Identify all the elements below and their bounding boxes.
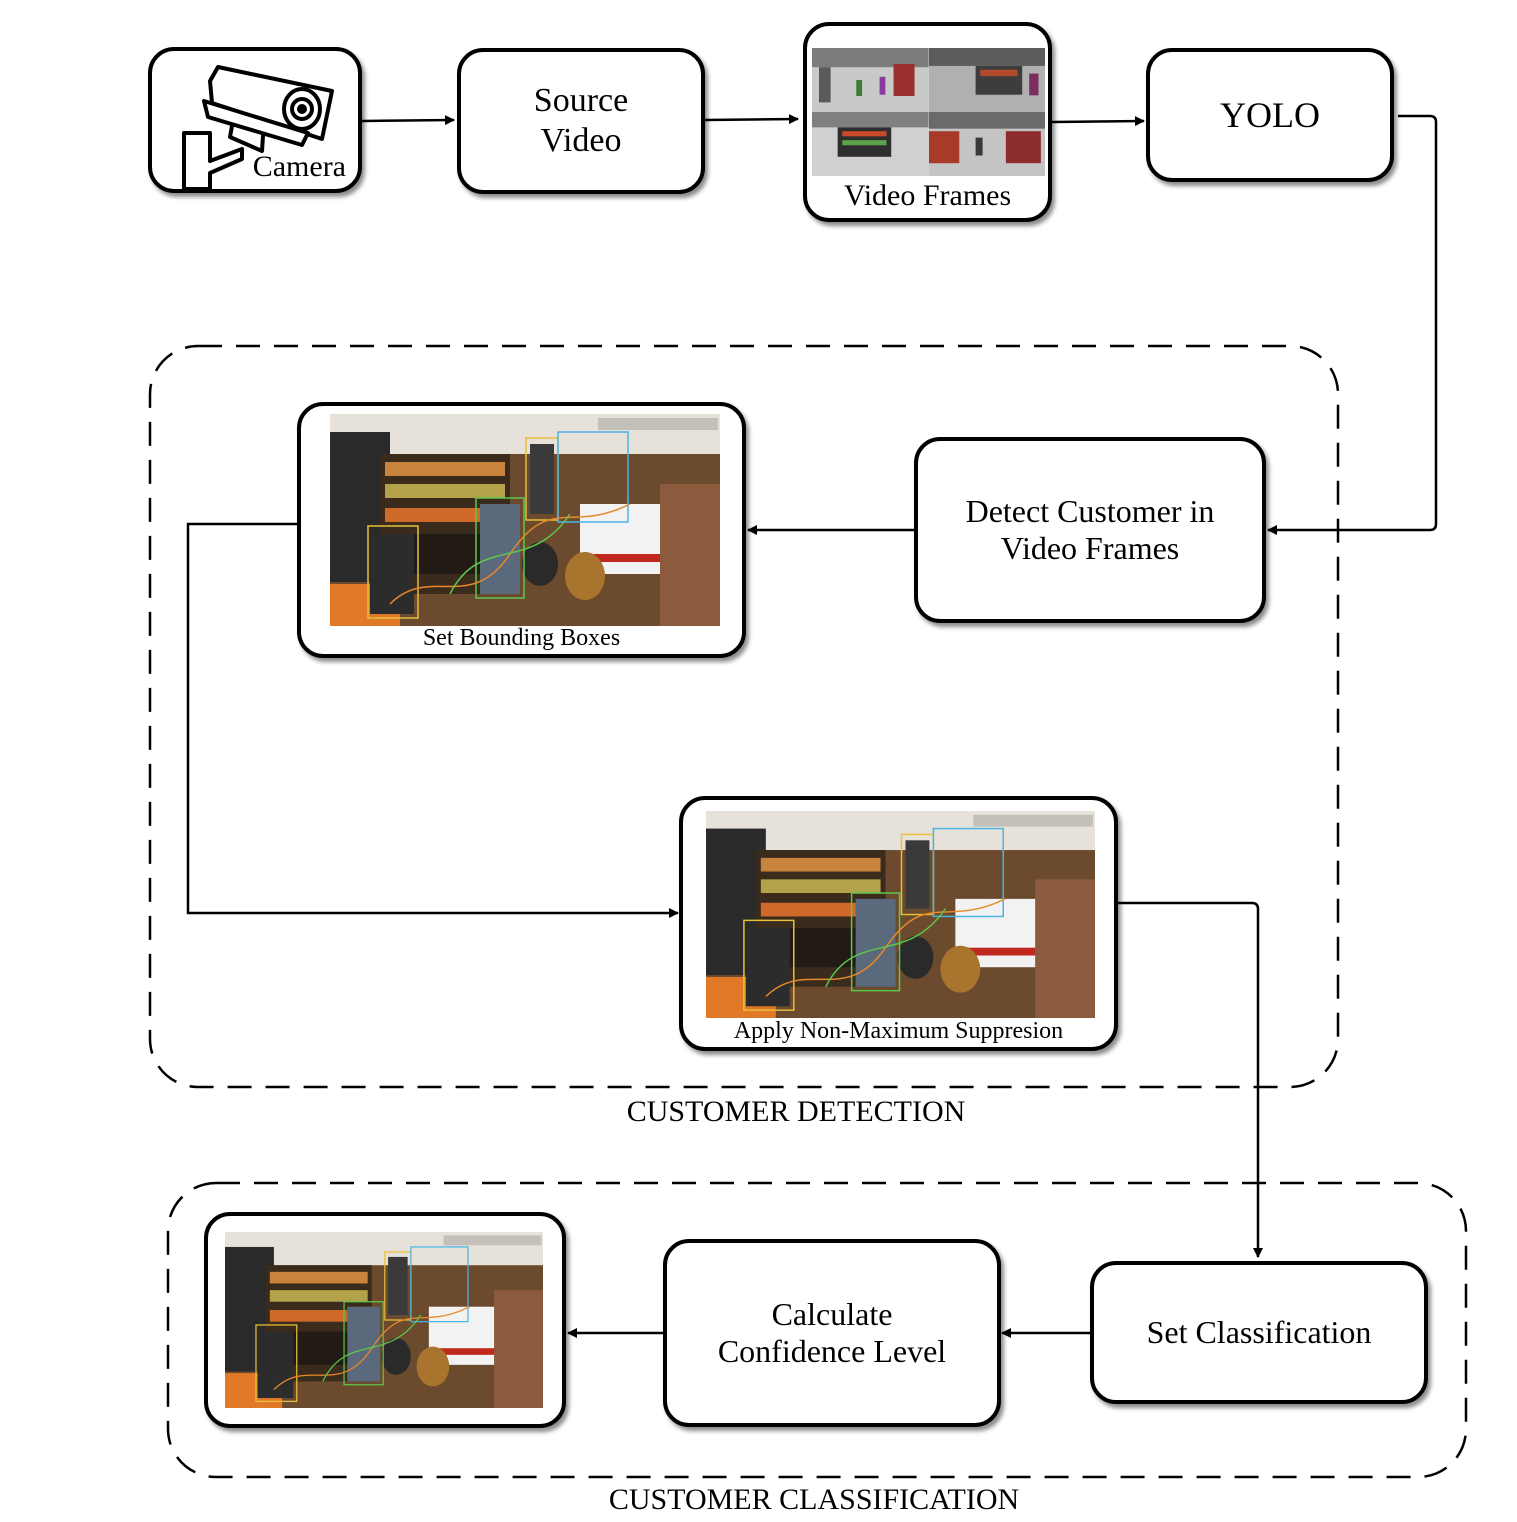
group-outline-classification: [166, 1181, 1468, 1479]
security-camera-icon: [182, 65, 334, 191]
arrow-source-to-frames: [704, 114, 799, 125]
store-detection-image: [706, 811, 1095, 1018]
customer-classification-group-label: CUSTOMER CLASSIFICATION: [608, 1483, 1020, 1516]
classification-result-node: [204, 1212, 566, 1428]
source-video-node: Source Video: [457, 48, 705, 194]
set-classification-node: Set Classification: [1090, 1261, 1428, 1404]
yolo-label: YOLO: [1220, 94, 1320, 135]
arrow-frames-to-yolo: [1051, 116, 1145, 127]
apply-nms-label: Apply Non-Maximum Suppresion: [733, 1018, 1064, 1044]
store-detection-image: [330, 414, 720, 626]
source-video-label: Source Video: [533, 82, 629, 159]
camera-node: Camera: [148, 47, 362, 193]
calculate-confidence-node: Calculate Confidence Level: [663, 1239, 1001, 1427]
arrow-yolo-to-detect: [1267, 114, 1438, 535]
set-bounding-boxes-node: Set Bounding Boxes: [297, 402, 746, 658]
set-bounding-boxes-label: Set Bounding Boxes: [422, 625, 621, 651]
video-frames-thumbnail: [812, 48, 1045, 176]
arrow-nms-to-classification: [1118, 901, 1263, 1258]
detect-customer-node: Detect Customer in Video Frames: [914, 437, 1266, 623]
camera-label: Camera: [252, 150, 346, 183]
arrow-camera-to-source: [361, 115, 455, 126]
group-outline-detection: [148, 344, 1340, 1089]
store-detection-image: [225, 1232, 543, 1408]
yolo-node: YOLO: [1146, 48, 1394, 182]
video-frames-label: Video Frames: [843, 179, 1012, 212]
video-frames-node: Video Frames: [803, 22, 1052, 222]
apply-nms-node: Apply Non-Maximum Suppresion: [679, 796, 1118, 1051]
set-classification-label: Set Classification: [1146, 1314, 1372, 1350]
calculate-confidence-label: Calculate Confidence Level: [717, 1296, 947, 1369]
detect-customer-label: Detect Customer in Video Frames: [965, 493, 1215, 566]
customer-detection-group-label: CUSTOMER DETECTION: [626, 1095, 966, 1128]
arrow-bbox-to-nms: [186, 522, 679, 918]
